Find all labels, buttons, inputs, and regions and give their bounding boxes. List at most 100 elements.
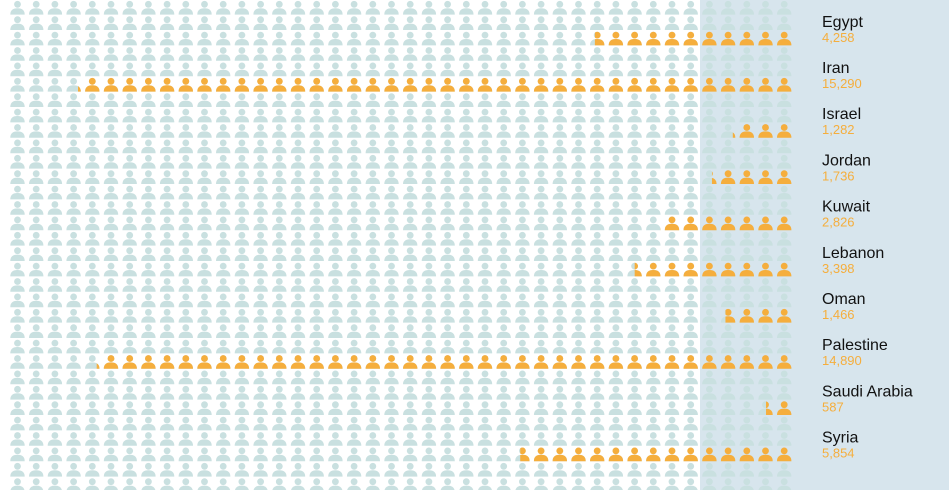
person-icon: [365, 0, 380, 15]
person-icon: [533, 139, 549, 154]
person-icon: [515, 170, 530, 184]
person-icon: [571, 262, 586, 277]
person-icon: [720, 339, 736, 354]
person-icon: [627, 185, 642, 200]
person-icon: [122, 31, 137, 46]
person-icon: [627, 339, 642, 354]
person-icon: [103, 47, 119, 61]
highlight-person-icon-partial: [711, 171, 717, 184]
person-icon: [10, 47, 25, 61]
person-icon: [234, 293, 250, 308]
person-icon: [197, 447, 212, 462]
person-icon: [272, 62, 287, 77]
person-icon: [216, 139, 231, 154]
person-icon: [720, 293, 736, 308]
person-icon: [552, 31, 567, 46]
person-icon: [122, 124, 137, 138]
person-icon: [721, 478, 736, 490]
person-icon: [646, 62, 661, 77]
person-icon: [496, 278, 511, 292]
person-icon: [720, 370, 736, 385]
highlight-person-icon: [533, 355, 549, 369]
person-icon: [290, 447, 306, 462]
person-icon: [608, 108, 624, 123]
person-icon: [627, 416, 642, 431]
person-icon: [216, 185, 231, 200]
person-icon: [627, 432, 642, 446]
person-icon: [365, 216, 380, 231]
person-icon: [328, 247, 343, 261]
person-icon: [159, 47, 175, 61]
person-icon: [47, 324, 63, 338]
person-icon: [777, 0, 792, 15]
person-icon: [253, 478, 268, 490]
person-icon: [608, 124, 624, 138]
value-label: 1,736: [822, 168, 855, 183]
person-icon: [515, 62, 530, 77]
person-icon: [533, 416, 549, 431]
person-icon: [216, 339, 231, 354]
person-icon: [178, 216, 193, 231]
person-icon: [702, 478, 717, 490]
person-icon: [590, 0, 605, 15]
highlight-person-icon: [234, 77, 250, 92]
person-icon: [47, 355, 63, 369]
person-icon: [758, 47, 773, 61]
person-icon: [197, 0, 212, 15]
person-icon: [253, 139, 268, 154]
person-icon: [384, 108, 399, 123]
person-icon: [122, 201, 137, 215]
person-icon: [720, 124, 736, 138]
person-icon: [646, 324, 661, 338]
person-icon: [459, 201, 474, 215]
person-icon: [496, 247, 511, 261]
person-icon: [477, 124, 493, 138]
person-icon: [103, 278, 119, 292]
highlight-person-icon: [739, 77, 754, 92]
person-icon: [646, 47, 661, 61]
person-icon: [664, 432, 680, 446]
person-icon: [272, 231, 287, 246]
person-icon: [253, 416, 268, 431]
person-icon: [141, 170, 156, 184]
person-icon: [85, 124, 100, 138]
person-icon: [496, 62, 511, 77]
person-icon: [459, 478, 474, 490]
person-icon: [122, 185, 137, 200]
person-icon: [10, 447, 25, 462]
highlight-person-icon: [590, 447, 605, 462]
person-icon: [66, 278, 81, 292]
person-icon: [683, 201, 698, 215]
person-icon: [10, 201, 25, 215]
person-icon: [178, 416, 193, 431]
person-icon: [646, 462, 661, 477]
person-icon: [384, 432, 399, 446]
person-icon: [664, 201, 680, 215]
person-icon: [216, 108, 231, 123]
person-icon: [646, 401, 661, 415]
person-icon: [664, 93, 680, 107]
person-icon: [664, 324, 680, 338]
person-icon: [403, 231, 418, 246]
person-icon: [216, 31, 231, 46]
person-icon: [328, 16, 343, 30]
highlight-person-icon: [664, 77, 680, 92]
person-icon: [496, 31, 511, 46]
person-icon: [365, 108, 380, 123]
person-icon: [290, 62, 306, 77]
person-icon: [85, 16, 100, 30]
person-icon: [346, 324, 362, 338]
person-icon: [253, 124, 268, 138]
person-icon: [459, 416, 474, 431]
person-icon: [533, 47, 549, 61]
person-icon: [10, 170, 25, 184]
person-icon: [627, 108, 642, 123]
person-icon: [384, 47, 399, 61]
person-icon: [552, 262, 567, 277]
person-icon: [66, 355, 81, 369]
person-icon: [515, 185, 530, 200]
highlight-person-icon: [739, 124, 754, 138]
highlight-person-icon: [627, 355, 642, 369]
person-icon: [328, 308, 343, 323]
value-label: 1,282: [822, 122, 855, 137]
